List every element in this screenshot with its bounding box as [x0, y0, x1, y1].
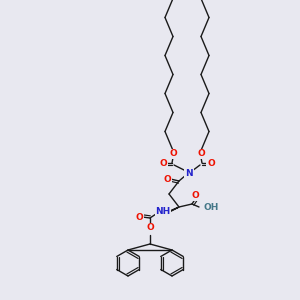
- Text: N: N: [185, 169, 193, 178]
- Text: O: O: [135, 212, 143, 221]
- Text: O: O: [163, 175, 171, 184]
- Text: O: O: [169, 149, 177, 158]
- Text: O: O: [191, 191, 199, 200]
- Text: O: O: [207, 158, 215, 167]
- Text: O: O: [159, 158, 167, 167]
- Text: OH: OH: [203, 202, 218, 211]
- Text: O: O: [146, 224, 154, 232]
- Text: NH: NH: [155, 206, 171, 215]
- Text: O: O: [197, 149, 205, 158]
- Polygon shape: [168, 207, 179, 212]
